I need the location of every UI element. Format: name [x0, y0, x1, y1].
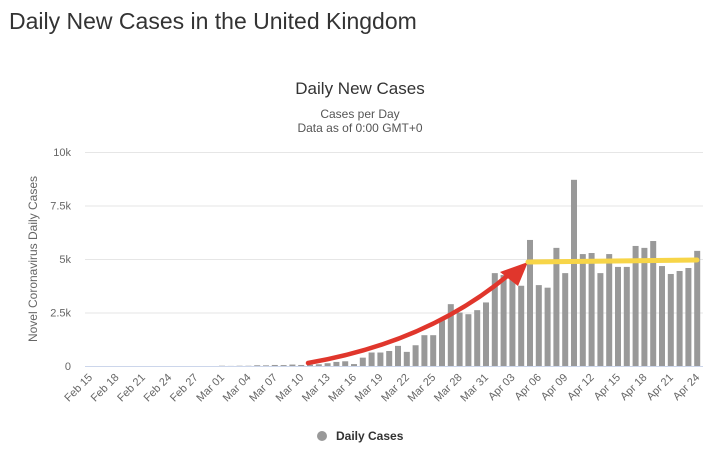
- bar[interactable]: [509, 270, 516, 366]
- bar[interactable]: [694, 250, 701, 366]
- chart-subtitle-2: Data as of 0:00 GMT+0: [297, 121, 422, 135]
- y-tick-label: 10k: [53, 147, 71, 159]
- x-tick-label: Apr 15: [592, 372, 623, 403]
- x-tick-label: Feb 27: [168, 372, 201, 405]
- bar[interactable]: [527, 239, 533, 366]
- bar[interactable]: [571, 179, 577, 366]
- page-title: Daily New Cases in the United Kingdom: [9, 8, 417, 34]
- bar[interactable]: [298, 364, 305, 366]
- bar[interactable]: [535, 285, 542, 366]
- bar[interactable]: [597, 273, 604, 366]
- y-tick-label: 7.5k: [50, 201, 71, 213]
- arrow-head-icon: [500, 262, 528, 286]
- bar[interactable]: [456, 312, 463, 367]
- bar[interactable]: [333, 361, 340, 366]
- x-tick-label: Mar 28: [432, 372, 465, 405]
- bar[interactable]: [491, 273, 498, 366]
- bar[interactable]: [685, 267, 692, 366]
- bar[interactable]: [412, 345, 419, 366]
- bar[interactable]: [667, 273, 674, 366]
- bar[interactable]: [465, 314, 472, 366]
- bar[interactable]: [395, 345, 401, 366]
- bar[interactable]: [606, 254, 613, 366]
- bar[interactable]: [623, 266, 630, 366]
- x-tick-label: Mar 16: [326, 372, 359, 405]
- y-axis-label: Novel Coronavirus Daily Cases: [26, 176, 40, 342]
- legend-label: Daily Cases: [336, 429, 404, 443]
- bar[interactable]: [359, 357, 366, 366]
- x-tick-label: Apr 03: [486, 372, 517, 403]
- bar[interactable]: [386, 351, 393, 366]
- bar[interactable]: [324, 363, 331, 366]
- bar[interactable]: [377, 352, 384, 366]
- bar[interactable]: [342, 361, 349, 366]
- x-tick-label: Mar 07: [247, 372, 280, 405]
- bar[interactable]: [271, 364, 278, 366]
- x-tick-label: Feb 21: [115, 372, 148, 405]
- bar[interactable]: [447, 304, 454, 366]
- x-tick-label: Apr 06: [513, 372, 544, 403]
- y-tick-label: 2.5k: [50, 308, 71, 320]
- trend-arrow: [305, 269, 515, 366]
- legend-item-daily-cases[interactable]: Daily Cases: [317, 429, 404, 443]
- bar[interactable]: [641, 247, 648, 366]
- x-tick-label: Feb 24: [142, 372, 175, 405]
- x-tick-label: Apr 09: [539, 372, 570, 403]
- bar[interactable]: [676, 270, 683, 366]
- bar[interactable]: [474, 310, 481, 366]
- bar[interactable]: [562, 273, 569, 366]
- x-tick-label: Apr 21: [645, 372, 676, 403]
- bar[interactable]: [518, 285, 525, 366]
- chart-title: Daily New Cases: [295, 79, 424, 98]
- chart-subtitle-1: Cases per Day: [320, 107, 399, 121]
- bar[interactable]: [615, 266, 621, 366]
- y-tick-label: 5k: [59, 254, 71, 266]
- bar[interactable]: [254, 365, 261, 366]
- x-tick-label: Mar 31: [458, 372, 491, 405]
- y-tick-label: 0: [65, 361, 71, 373]
- bar[interactable]: [544, 287, 551, 366]
- bar[interactable]: [263, 365, 269, 366]
- bar[interactable]: [500, 275, 507, 366]
- plateau-line: [525, 257, 700, 265]
- bar[interactable]: [632, 245, 639, 366]
- x-tick-label: Apr 12: [565, 372, 596, 403]
- bar[interactable]: [439, 320, 445, 366]
- x-tick-label: Mar 10: [274, 372, 307, 405]
- bar[interactable]: [588, 253, 595, 366]
- x-tick-label: Apr 18: [618, 372, 649, 403]
- bar[interactable]: [650, 241, 657, 366]
- bar[interactable]: [421, 335, 428, 366]
- bar[interactable]: [403, 351, 410, 366]
- bar[interactable]: [307, 364, 313, 366]
- bar[interactable]: [289, 364, 296, 366]
- bar[interactable]: [553, 247, 560, 366]
- x-tick-label: Mar 13: [300, 372, 333, 405]
- bar[interactable]: [368, 352, 375, 366]
- bar[interactable]: [659, 266, 665, 366]
- bar[interactable]: [579, 254, 586, 366]
- bar[interactable]: [351, 364, 357, 366]
- x-tick-label: Feb 18: [89, 372, 122, 405]
- bar[interactable]: [483, 302, 489, 366]
- legend-marker-icon: [317, 431, 327, 441]
- x-tick-label: Mar 25: [406, 372, 439, 405]
- x-tick-label: Mar 04: [221, 372, 254, 405]
- x-tick-label: Feb 15: [62, 372, 95, 405]
- bar[interactable]: [280, 365, 287, 366]
- x-tick-label: Apr 24: [671, 372, 702, 403]
- x-tick-label: Mar 01: [194, 372, 227, 405]
- x-tick-label: Mar 19: [353, 372, 386, 405]
- bar[interactable]: [315, 364, 322, 366]
- x-tick-label: Mar 22: [379, 372, 412, 405]
- bar[interactable]: [430, 335, 437, 366]
